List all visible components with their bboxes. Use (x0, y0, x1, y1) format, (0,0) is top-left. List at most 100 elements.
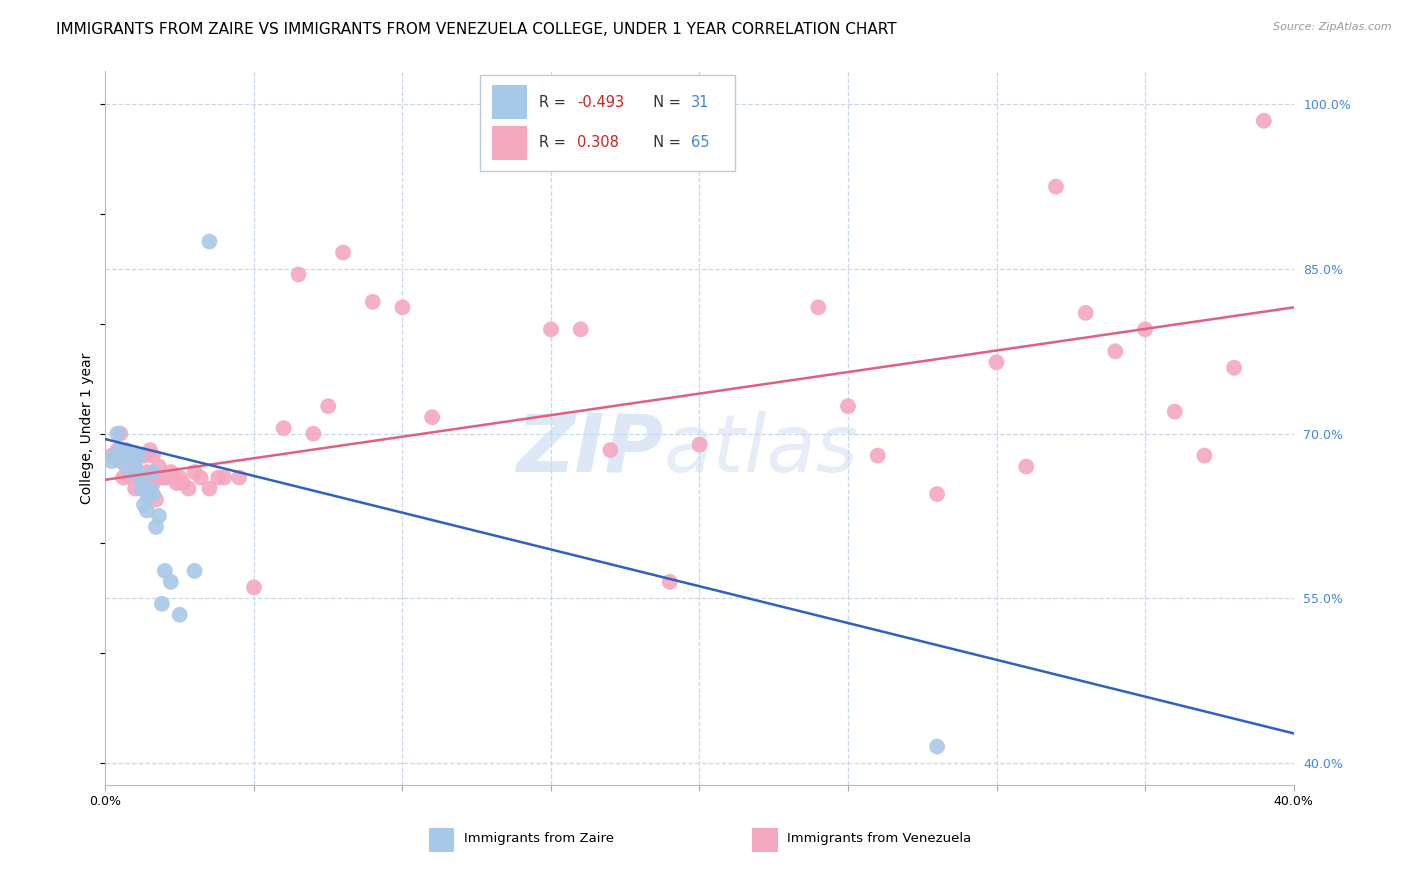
Point (142, 476, 165, 491)
Y-axis label: College, Under 1 year: College, Under 1 year (80, 352, 94, 504)
Point (228, 470, 250, 484)
Point (540, 322, 562, 336)
Point (132, 498, 155, 512)
Point (1015, 459, 1038, 474)
Point (142, 449, 165, 463)
Point (1223, 360, 1246, 375)
Point (183, 465, 205, 479)
Point (150, 470, 173, 484)
Point (172, 476, 194, 491)
Text: ZIP: ZIP (516, 410, 664, 489)
Point (129, 482, 152, 496)
Text: 65: 65 (692, 136, 710, 150)
Point (150, 597, 173, 611)
Text: N =: N = (644, 136, 685, 150)
Point (132, 482, 155, 496)
Point (127, 449, 149, 463)
Point (927, 739, 949, 754)
Text: IMMIGRANTS FROM ZAIRE VS IMMIGRANTS FROM VENEZUELA COLLEGE, UNDER 1 YEAR CORRELA: IMMIGRANTS FROM ZAIRE VS IMMIGRANTS FROM… (56, 22, 897, 37)
Text: Source: ZipAtlas.com: Source: ZipAtlas.com (1274, 22, 1392, 32)
Point (302, 426, 325, 441)
Point (121, 465, 143, 479)
Point (112, 449, 135, 463)
Point (115, 449, 138, 463)
Point (132, 482, 155, 496)
Point (132, 449, 155, 463)
Point (391, 301, 413, 315)
Point (153, 470, 176, 484)
Point (100, 454, 122, 468)
Point (148, 508, 170, 523)
Point (129, 449, 152, 463)
Text: atlas: atlas (664, 410, 859, 489)
Point (316, 399, 339, 413)
Text: 0.308: 0.308 (576, 136, 619, 150)
Point (127, 449, 149, 463)
Point (105, 443, 128, 458)
Point (1253, 113, 1275, 128)
Point (169, 607, 191, 622)
Point (689, 437, 711, 451)
Point (1133, 322, 1156, 336)
Point (110, 454, 132, 468)
Text: Immigrants from Venezuela: Immigrants from Venezuela (787, 832, 972, 845)
Point (169, 470, 191, 484)
Point (361, 294, 384, 309)
Text: Immigrants from Zaire: Immigrants from Zaire (464, 832, 614, 845)
Point (121, 449, 143, 463)
Point (1164, 405, 1187, 419)
Point (148, 459, 170, 474)
Point (115, 459, 138, 474)
Text: N =: N = (644, 95, 685, 110)
Point (129, 470, 152, 484)
Point (198, 482, 221, 496)
Text: -0.493: -0.493 (576, 95, 624, 110)
Point (156, 470, 179, 484)
Point (163, 470, 186, 484)
Point (287, 268, 309, 282)
Point (118, 470, 141, 484)
Point (145, 520, 167, 534)
Point (1074, 306, 1097, 320)
Point (837, 399, 859, 413)
Point (145, 492, 167, 507)
Point (166, 476, 188, 491)
Point (139, 482, 162, 496)
Point (273, 421, 295, 435)
Point (136, 503, 159, 517)
Point (198, 235, 221, 249)
Text: R =: R = (538, 95, 571, 110)
Point (243, 580, 266, 594)
Point (112, 470, 135, 484)
Point (807, 301, 830, 315)
Point (658, 574, 681, 589)
Point (599, 443, 621, 458)
Point (420, 410, 443, 425)
Point (1104, 344, 1126, 359)
FancyBboxPatch shape (479, 75, 735, 171)
Point (927, 487, 949, 501)
Point (142, 465, 165, 479)
Point (153, 564, 176, 578)
Point (129, 470, 152, 484)
Point (103, 449, 125, 463)
Point (159, 465, 181, 479)
Point (118, 449, 141, 463)
Point (136, 465, 159, 479)
Text: R =: R = (538, 136, 571, 150)
Point (124, 449, 146, 463)
Point (1045, 179, 1067, 194)
Bar (492, 85, 527, 120)
Text: 31: 31 (692, 95, 710, 110)
Point (1194, 449, 1216, 463)
Point (159, 574, 181, 589)
Point (110, 443, 132, 458)
Point (105, 426, 128, 441)
Point (124, 482, 146, 496)
Point (124, 459, 146, 474)
Point (569, 322, 592, 336)
Point (177, 482, 200, 496)
Point (332, 245, 354, 260)
Point (214, 470, 236, 484)
Point (115, 443, 138, 458)
